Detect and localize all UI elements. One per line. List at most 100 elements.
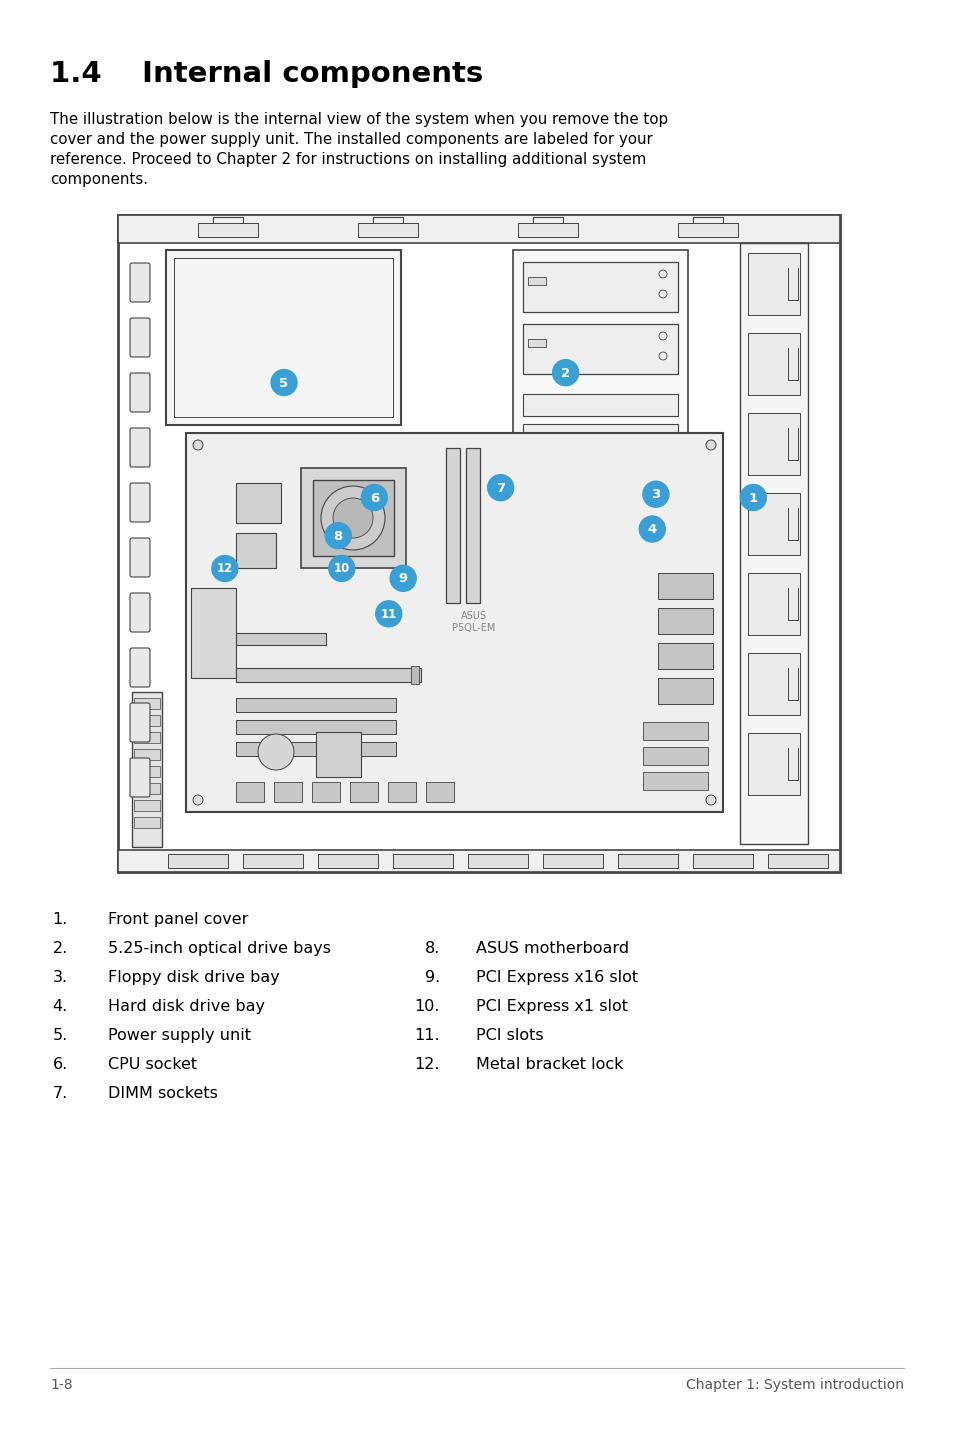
Text: 3.: 3. (52, 971, 68, 985)
Bar (388, 782, 416, 802)
Circle shape (333, 498, 373, 538)
Bar (426, 782, 454, 802)
Bar (186, 433, 722, 812)
Bar (118, 850, 840, 871)
Bar (133, 784, 160, 794)
Bar (235, 483, 281, 523)
Circle shape (271, 370, 296, 395)
Text: The illustration below is the internal view of the system when you remove the to: The illustration below is the internal v… (50, 112, 667, 127)
Text: 6.: 6. (52, 1057, 68, 1071)
Bar (658, 608, 712, 634)
Text: 1-8: 1-8 (50, 1378, 72, 1392)
Text: 11: 11 (380, 608, 396, 621)
Bar (118, 216, 840, 243)
Circle shape (329, 555, 355, 581)
Text: Floppy disk drive bay: Floppy disk drive bay (108, 971, 279, 985)
Text: 7.: 7. (52, 1086, 68, 1102)
Text: Metal bracket lock: Metal bracket lock (476, 1057, 623, 1071)
Bar (517, 223, 578, 237)
Text: 4: 4 (647, 523, 657, 536)
Bar (312, 782, 339, 802)
Circle shape (487, 475, 513, 500)
Bar (166, 250, 400, 426)
Bar (618, 854, 678, 869)
Circle shape (375, 601, 401, 627)
Text: ASUS
P5QL-EM: ASUS P5QL-EM (452, 611, 496, 633)
Bar (747, 334, 800, 395)
Circle shape (361, 485, 387, 510)
FancyBboxPatch shape (130, 758, 150, 797)
Text: Hard disk drive bay: Hard disk drive bay (108, 999, 265, 1014)
Text: 10: 10 (334, 562, 350, 575)
FancyBboxPatch shape (130, 483, 150, 522)
Text: 3: 3 (651, 489, 659, 502)
Bar (747, 253, 800, 315)
Circle shape (552, 360, 578, 385)
Bar (747, 493, 800, 555)
Text: Power supply unit: Power supply unit (108, 1028, 251, 1043)
Bar (465, 449, 479, 603)
Bar (198, 223, 257, 237)
Bar (522, 424, 678, 446)
Text: Chapter 1: System introduction: Chapter 1: System introduction (685, 1378, 903, 1392)
Bar (642, 746, 707, 765)
Bar (468, 854, 527, 869)
Circle shape (320, 486, 385, 549)
Bar (118, 216, 840, 871)
Bar (522, 262, 678, 312)
Text: components.: components. (50, 173, 148, 187)
FancyBboxPatch shape (130, 372, 150, 413)
FancyBboxPatch shape (130, 538, 150, 577)
Circle shape (642, 482, 668, 508)
Text: 7: 7 (496, 482, 505, 495)
Text: CPU socket: CPU socket (108, 1057, 197, 1071)
Bar (542, 854, 602, 869)
Bar (658, 572, 712, 600)
Text: 8.: 8. (424, 940, 439, 956)
Bar (133, 715, 160, 726)
Text: 8: 8 (334, 529, 342, 542)
Bar (235, 633, 326, 646)
FancyBboxPatch shape (130, 649, 150, 687)
Bar (168, 854, 228, 869)
Text: 9: 9 (398, 572, 407, 585)
Text: 12.: 12. (414, 1057, 439, 1071)
Bar (446, 449, 459, 603)
Bar (235, 782, 264, 802)
FancyBboxPatch shape (130, 318, 150, 357)
Bar (527, 339, 545, 347)
Bar (658, 643, 712, 669)
Text: 11.: 11. (414, 1028, 439, 1043)
Text: PCI Express x1 slot: PCI Express x1 slot (476, 999, 627, 1014)
Bar (747, 413, 800, 475)
Bar (393, 854, 453, 869)
Bar (315, 732, 360, 777)
Text: PCI slots: PCI slots (476, 1028, 543, 1043)
Text: 10.: 10. (414, 999, 439, 1014)
Circle shape (325, 522, 351, 549)
Text: ASUS motherboard: ASUS motherboard (476, 940, 628, 956)
Bar (133, 732, 160, 743)
Circle shape (705, 440, 716, 450)
Bar (642, 722, 707, 741)
Bar (235, 697, 395, 712)
Bar (692, 854, 752, 869)
Bar (235, 742, 395, 756)
FancyBboxPatch shape (130, 703, 150, 742)
Circle shape (390, 565, 416, 591)
Bar (132, 692, 162, 847)
Text: 12: 12 (216, 562, 233, 575)
Text: reference. Proceed to Chapter 2 for instructions on installing additional system: reference. Proceed to Chapter 2 for inst… (50, 152, 646, 167)
Bar (513, 250, 687, 490)
Circle shape (705, 795, 716, 805)
Bar (678, 223, 738, 237)
Bar (747, 653, 800, 715)
Bar (658, 677, 712, 705)
Text: 1.: 1. (52, 912, 68, 928)
Text: 2.: 2. (52, 940, 68, 956)
Text: 6: 6 (370, 492, 378, 505)
Bar (235, 669, 420, 682)
Bar (133, 800, 160, 811)
Text: cover and the power supply unit. The installed components are labeled for your: cover and the power supply unit. The ins… (50, 132, 652, 147)
Bar (235, 720, 395, 733)
